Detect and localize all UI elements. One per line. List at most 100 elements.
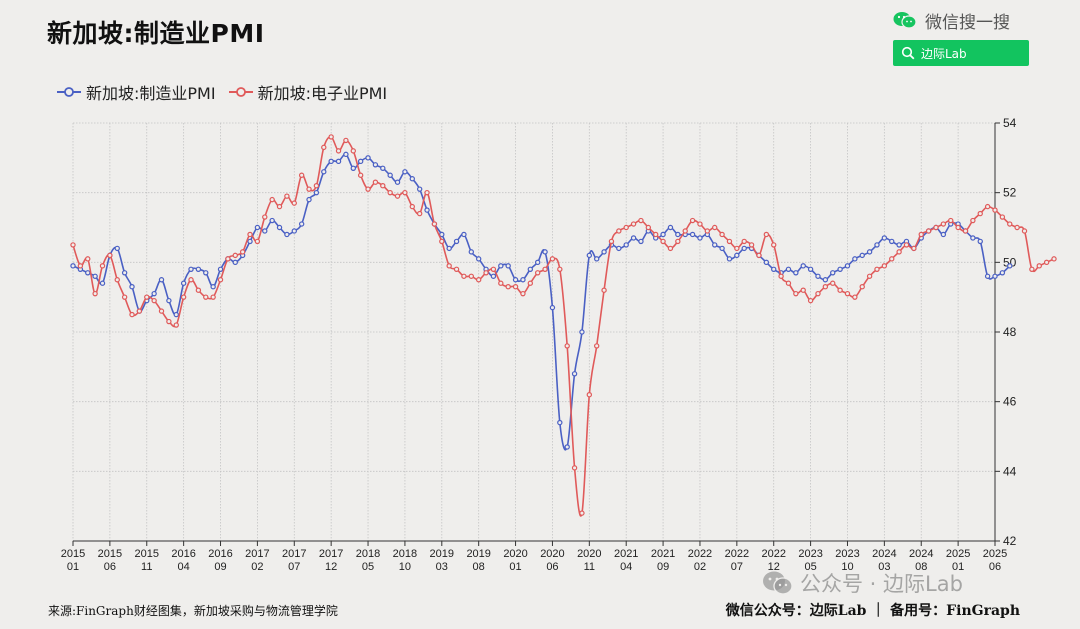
series-point-1 (520, 290, 526, 297)
watermark-text: 公众号 · 边际Lab (800, 572, 963, 596)
x-tick-label-month: 02 (694, 561, 706, 573)
series-point-1 (431, 221, 438, 227)
series-point-1 (697, 221, 703, 227)
series-point-0 (520, 277, 526, 283)
series-point-1 (704, 228, 711, 234)
series-point-1 (881, 263, 888, 269)
series-point-1 (254, 238, 261, 245)
series-point-1 (424, 189, 430, 196)
series-point-1 (350, 148, 356, 154)
series-point-1 (306, 186, 312, 192)
x-tick-label-year: 2015 (135, 548, 159, 560)
series-point-0 (247, 238, 253, 245)
series-point-1 (557, 266, 563, 272)
x-tick-label-month: 02 (251, 561, 263, 573)
series-point-1 (92, 290, 98, 297)
series-point-1 (726, 238, 733, 245)
series-point-1 (1051, 256, 1057, 262)
x-tick-label-month: 03 (436, 561, 448, 573)
x-tick-label-year: 2017 (319, 548, 343, 560)
y-tick-label: 42 (1003, 534, 1017, 548)
series-point-0 (844, 263, 851, 269)
series-point-1 (166, 318, 172, 325)
series-point-0 (689, 231, 696, 238)
x-tick-label-month: 07 (288, 561, 300, 573)
x-tick-label-year: 2024 (909, 548, 933, 560)
x-tick-label-month: 01 (952, 561, 964, 573)
x-tick-label-year: 2024 (872, 548, 896, 560)
series-point-0 (99, 280, 106, 286)
series-point-1 (925, 228, 932, 234)
series-point-1 (269, 196, 275, 203)
series-point-1 (262, 214, 268, 220)
series-point-0 (380, 165, 386, 171)
series-point-1 (490, 266, 497, 272)
series-point-1 (85, 256, 91, 262)
series-point-1 (136, 308, 143, 314)
series-point-0 (387, 172, 393, 178)
series-point-0 (793, 270, 799, 276)
series-point-0 (321, 169, 327, 175)
series-point-1 (962, 228, 969, 234)
series-point-0 (313, 189, 320, 196)
series-point-1 (321, 144, 327, 151)
series-point-1 (151, 297, 157, 304)
series-point-0 (298, 221, 305, 227)
x-tick-label-year: 2021 (651, 548, 675, 560)
x-tick-label-year: 2022 (725, 548, 749, 560)
series-point-0 (785, 266, 792, 272)
series-point-1 (852, 294, 858, 300)
x-tick-label-month: 11 (141, 561, 152, 573)
series-point-1 (616, 228, 622, 234)
series-point-1 (1036, 263, 1042, 269)
series-point-0 (623, 242, 629, 248)
series-point-1 (402, 189, 408, 196)
series-point-0 (262, 228, 268, 234)
series-point-1 (498, 280, 504, 286)
series-point-1 (682, 228, 688, 234)
series-point-1 (387, 189, 393, 196)
legend-label-electronics: 新加坡:电子业PMI (257, 84, 388, 103)
x-tick-label-year: 2023 (835, 548, 859, 560)
series-point-1 (247, 231, 253, 238)
series-point-1 (121, 294, 128, 300)
series-point-1 (114, 277, 120, 283)
series-point-1 (70, 242, 76, 248)
series-point-1 (623, 224, 629, 231)
series-point-0 (741, 245, 747, 252)
series-point-0 (217, 266, 224, 272)
series-point-1 (778, 273, 784, 279)
series-point-1 (188, 277, 194, 283)
search-button[interactable]: 边际Lab (893, 40, 1029, 66)
series-point-0 (232, 259, 238, 266)
x-tick-label-year: 2019 (430, 548, 454, 560)
chart-legend: 新加坡:制造业PMI 新加坡:电子业PMI (56, 80, 399, 104)
legend-item-electronics: 新加坡:电子业PMI (228, 80, 388, 104)
series-point-0 (571, 371, 578, 377)
series-point-1 (630, 221, 637, 227)
series-point-1 (822, 284, 829, 290)
series-point-0 (468, 249, 475, 255)
series-point-0 (984, 273, 991, 279)
series-point-1 (601, 287, 607, 293)
series-point-0 (889, 238, 895, 245)
series-point-1 (859, 284, 865, 290)
series-point-1 (99, 263, 106, 269)
legend-label-manufacturing: 新加坡:制造业PMI (86, 84, 216, 103)
x-tick-label-month: 10 (841, 561, 853, 573)
series-point-0 (350, 165, 356, 171)
series-point-0 (151, 290, 157, 297)
series-point-1 (298, 172, 305, 178)
wechat-search-widget[interactable]: 微信搜一搜 边际Lab (893, 8, 1033, 66)
series-point-1 (911, 245, 917, 252)
series-point-0 (394, 179, 401, 185)
x-tick-label-month: 10 (399, 561, 411, 573)
series-point-1 (734, 245, 740, 252)
x-tick-label-year: 2017 (282, 548, 306, 560)
series-point-0 (121, 270, 128, 276)
series-point-0 (173, 311, 179, 318)
series-point-1 (712, 224, 718, 231)
series-point-0 (453, 238, 460, 245)
series-point-1 (328, 134, 334, 140)
